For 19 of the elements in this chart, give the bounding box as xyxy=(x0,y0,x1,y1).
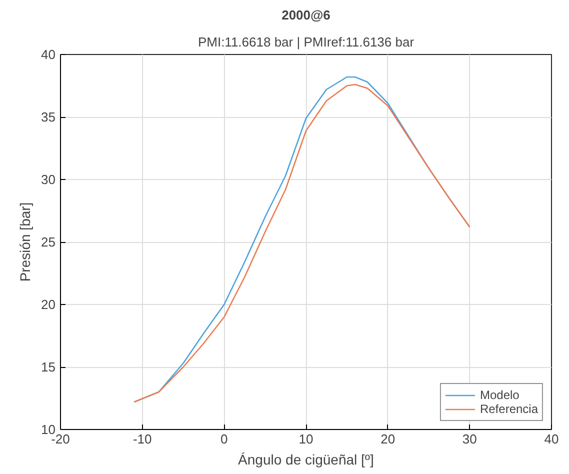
chart-title: 2000@6 xyxy=(282,8,330,22)
y-tick-label: 30 xyxy=(41,172,56,187)
y-tick-label: 15 xyxy=(41,360,56,374)
legend-label: Referencia xyxy=(480,402,538,416)
chart-subtitle: PMI:11.6618 bar | PMIref:11.6136 bar xyxy=(198,34,415,50)
x-axis-title: Ángulo de cigüeñal [º] xyxy=(238,452,374,468)
x-tick-label: 10 xyxy=(298,432,314,446)
x-tick-label: 0 xyxy=(220,432,228,446)
y-tick-label: 40 xyxy=(41,47,56,62)
legend-label: Modelo xyxy=(480,388,520,402)
x-tick-label: 30 xyxy=(462,432,477,446)
x-tick-label: -10 xyxy=(132,432,152,446)
y-axis-title: Presión [bar] xyxy=(17,202,34,282)
y-tick-label: 10 xyxy=(41,422,56,437)
x-tick-label: 20 xyxy=(380,432,396,446)
y-tick-label: 25 xyxy=(41,234,56,250)
y-tick-label: 20 xyxy=(41,297,56,312)
x-tick-label: 40 xyxy=(544,432,559,446)
y-tick-label: 35 xyxy=(41,110,56,124)
